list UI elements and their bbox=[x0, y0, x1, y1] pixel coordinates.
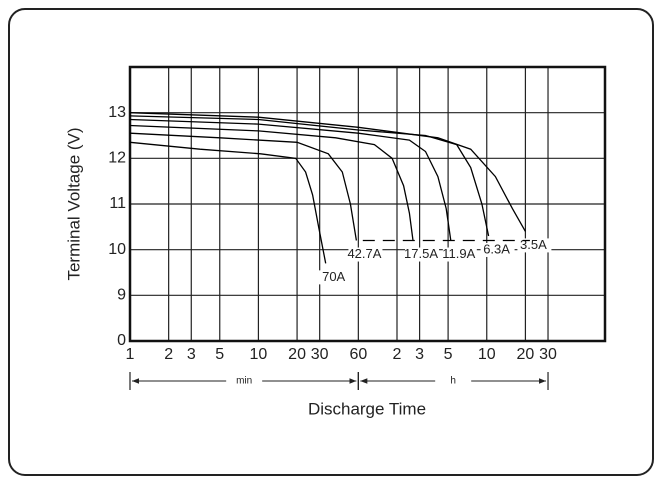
unit-label: min bbox=[236, 376, 252, 387]
series-label: 6.3A bbox=[483, 241, 510, 256]
series-line bbox=[129, 132, 358, 241]
x-tick-label: 30 bbox=[311, 346, 329, 363]
x-tick-label: 3 bbox=[415, 346, 424, 363]
x-tick-label: 30 bbox=[539, 346, 557, 363]
label-bg bbox=[480, 242, 515, 257]
x-tick-label: 5 bbox=[215, 346, 224, 363]
x-tick-label: 2 bbox=[393, 346, 402, 363]
label-bg bbox=[517, 238, 552, 253]
x-tick-label: 5 bbox=[444, 346, 453, 363]
series-line bbox=[129, 115, 490, 237]
x-axis-label: Discharge Time bbox=[308, 399, 426, 418]
x-tick-label: 1 bbox=[126, 346, 135, 363]
series-line bbox=[129, 118, 452, 241]
x-tick-label: 60 bbox=[349, 346, 367, 363]
y-tick-label: 12 bbox=[108, 150, 126, 167]
x-tick-label: 10 bbox=[478, 346, 496, 363]
frame bbox=[8, 8, 654, 476]
series-label: 42.7A bbox=[347, 246, 381, 261]
label-bg bbox=[317, 270, 352, 285]
series-line bbox=[129, 112, 526, 232]
label-bg bbox=[442, 247, 477, 262]
y-tick-label: 9 bbox=[117, 287, 126, 304]
y-axis-label: Terminal Voltage (V) bbox=[64, 127, 83, 280]
x-tick-label: 3 bbox=[187, 346, 196, 363]
y-tick-label: 10 bbox=[108, 241, 126, 258]
series-label: 11.9A bbox=[442, 246, 475, 261]
x-tick-label: 10 bbox=[250, 346, 268, 363]
series-label: 70A bbox=[322, 269, 345, 284]
label-bg bbox=[348, 247, 383, 262]
unit-label: h bbox=[450, 376, 456, 387]
series-label: 3.5A bbox=[520, 237, 547, 252]
plot-border bbox=[128, 65, 607, 343]
y-tick-label: 0 bbox=[117, 332, 126, 349]
x-tick-label: 20 bbox=[517, 346, 535, 363]
series-label: 17.5A bbox=[404, 246, 438, 261]
label-bg bbox=[405, 247, 440, 262]
series-line bbox=[129, 124, 414, 241]
y-tick-label: 11 bbox=[109, 195, 126, 212]
x-tick-label: 20 bbox=[288, 346, 306, 363]
x-tick-label: 2 bbox=[164, 346, 173, 363]
series-line bbox=[129, 141, 327, 264]
y-tick-label: 13 bbox=[108, 104, 126, 121]
